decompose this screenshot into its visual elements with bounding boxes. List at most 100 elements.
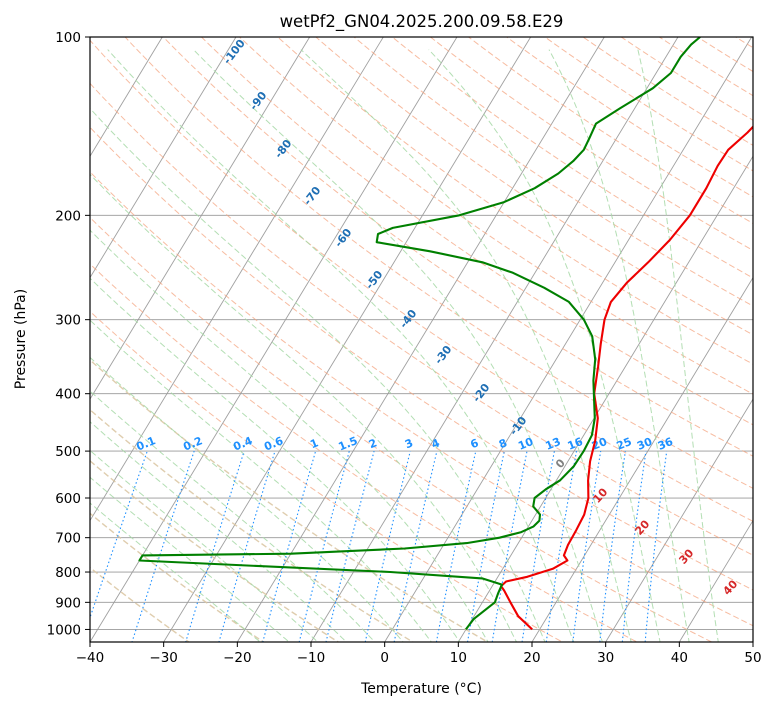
mixing-ratio-line <box>185 450 245 642</box>
isotherm-line <box>384 37 753 642</box>
isotherm-line <box>163 37 532 642</box>
x-axis: −40 −30 −20 −10 0 10 20 30 40 50 <box>76 642 762 666</box>
dry-adiabat-line <box>391 37 753 279</box>
mixing-ratio-label: 25 <box>615 435 634 453</box>
mixing-ratio-line <box>644 451 668 642</box>
mixing-ratio-line <box>435 450 477 642</box>
x-tick-label: −10 <box>297 650 326 666</box>
isotherm-lines <box>90 37 753 642</box>
dry-adiabat-label: -40 <box>397 307 420 331</box>
temperature-profile-line <box>500 125 753 631</box>
x-tick-label: 50 <box>744 650 761 666</box>
dry-adiabat-line <box>90 171 753 627</box>
isotherm-line <box>90 37 458 642</box>
x-tick-label: −20 <box>223 650 252 666</box>
mixing-ratio-label: 0.1 <box>135 434 158 453</box>
moist-adiabat-line <box>107 49 575 642</box>
moist-adiabat-label: 30 <box>676 546 696 566</box>
chart-title: wetPf2_GN04.2025.200.09.58.E29 <box>280 12 564 32</box>
isotherm-line <box>90 37 311 400</box>
dry-adiabat-lines <box>90 37 753 642</box>
x-tick-label: −40 <box>76 650 105 666</box>
y-tick-label: 600 <box>55 491 81 507</box>
dry-adiabat-line <box>238 37 753 395</box>
dry-adiabat-line <box>162 37 753 457</box>
dry-adiabat-line <box>90 216 713 642</box>
mixing-ratio-label: 0.2 <box>181 434 204 453</box>
dry-adiabat-line <box>90 459 340 642</box>
dry-adiabat-line <box>505 37 753 198</box>
y-tick-label: 500 <box>55 444 81 460</box>
mixing-ratio-line <box>218 450 276 642</box>
dry-adiabat-line <box>734 37 753 49</box>
plot-area: 0.1 0.2 0.4 0.6 1 1.5 2 3 4 6 8 10 13 16 20 25 30 36-100-… <box>90 37 753 642</box>
dry-adiabat-line <box>90 359 490 642</box>
dry-adiabat-line <box>124 37 753 489</box>
x-axis-title: Temperature (°C) <box>360 681 482 697</box>
y-axis-title: Pressure (hPa) <box>13 289 29 389</box>
y-tick-label: 900 <box>55 595 81 611</box>
mixing-ratio-label: 10 <box>516 435 535 453</box>
dry-adiabat-line <box>315 37 753 336</box>
y-tick-label: 200 <box>55 208 81 224</box>
moist-adiabat-line <box>428 49 661 642</box>
dry-adiabat-line <box>353 37 753 307</box>
moist-adiabat-line <box>90 502 261 642</box>
sounding-profiles <box>138 37 753 631</box>
moist-adiabat-line <box>300 49 632 642</box>
dry-adiabat-line <box>90 512 265 642</box>
mixing-ratio-label: 0.6 <box>262 434 285 453</box>
moist-adiabat-line <box>90 277 461 642</box>
dry-adiabat-line <box>277 37 753 365</box>
moist-adiabat-line <box>548 49 690 642</box>
dewpoint-profile-line <box>138 37 701 631</box>
x-tick-label: 30 <box>597 650 614 666</box>
isotherm-line <box>605 398 753 642</box>
dry-adiabat-line <box>429 37 753 251</box>
dry-adiabat-line <box>544 37 753 172</box>
mixing-ratio-line <box>364 450 411 642</box>
isotherm-line <box>678 519 753 642</box>
mixing-ratio-line <box>466 450 505 642</box>
dry-adiabat-label: -60 <box>332 226 355 250</box>
y-axis: 100 200 300 400 500 600 700 800 900 1000 <box>47 30 90 638</box>
x-tick-label: 10 <box>450 650 467 666</box>
dry-adiabat-label: -30 <box>432 343 455 367</box>
y-tick-label: 300 <box>55 313 81 329</box>
isotherm-line <box>90 37 384 522</box>
background-line-labels: 0.1 0.2 0.4 0.6 1 1.5 2 3 4 6 8 10 13 16 20 25 30 36-100-… <box>135 37 741 598</box>
dry-adiabat-line <box>90 126 753 591</box>
dry-adiabat-line <box>582 37 753 146</box>
isotherm-line <box>457 155 753 642</box>
mixing-ratio-label: 4 <box>430 436 442 451</box>
mixing-ratio-label: 30 <box>635 435 654 453</box>
mixing-ratio-line <box>90 450 148 620</box>
isotherm-line <box>236 37 605 642</box>
dry-adiabat-label: -50 <box>363 268 386 292</box>
x-tick-label: 40 <box>671 650 688 666</box>
moist-adiabat-line <box>90 107 546 642</box>
dry-adiabat-line <box>200 37 753 426</box>
mixing-ratio-label: 8 <box>497 436 509 451</box>
x-tick-label: 20 <box>523 650 540 666</box>
dry-adiabat-line <box>90 39 753 522</box>
moist-adiabat-line <box>90 173 518 642</box>
moist-adiabat-line <box>90 319 433 642</box>
x-tick-label: 0 <box>380 650 389 666</box>
mixing-ratio-line <box>262 450 317 642</box>
moist-adiabat-lines <box>90 49 719 642</box>
moist-adiabat-line <box>90 476 290 642</box>
mixing-ratio-label: 3 <box>403 436 415 451</box>
dry-adiabat-line <box>90 408 415 642</box>
mixing-ratio-label: 36 <box>656 435 675 453</box>
dry-adiabat-line <box>90 310 564 642</box>
moist-adiabat-line <box>637 49 719 642</box>
mixing-ratio-line <box>325 450 375 642</box>
y-tick-label: 1000 <box>47 622 81 638</box>
moist-adiabat-label: 0 <box>553 456 568 471</box>
mixing-ratio-label: 0.4 <box>231 434 254 453</box>
moist-adiabat-line <box>90 449 319 642</box>
x-tick-label: −30 <box>149 650 178 666</box>
mixing-ratio-line <box>545 451 578 642</box>
